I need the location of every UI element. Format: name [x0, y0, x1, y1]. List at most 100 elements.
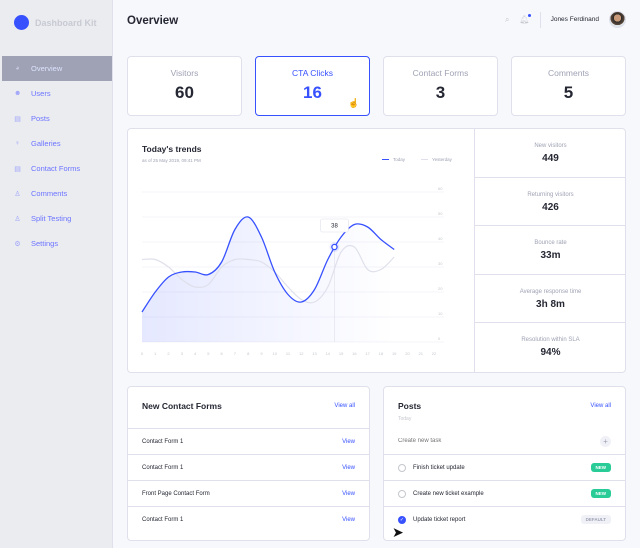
y-tick-label: 30: [438, 261, 443, 266]
sidebar-item-label: Overview: [31, 64, 63, 73]
stat-label: New visitors: [534, 143, 567, 149]
trend-stats: New visitors 449 Returning visitors 426 Bo…: [474, 129, 626, 372]
contact-forms-card: New Contact Forms View all Contact Form …: [127, 386, 370, 541]
stat-card-cta-clicks[interactable]: CTA Clicks 16 ☝: [255, 56, 370, 116]
y-tick-label: 10: [438, 311, 443, 316]
search-icon[interactable]: ⌕: [504, 14, 510, 24]
x-tick-label: 20: [405, 351, 410, 356]
task-row: ✓ Update ticket report DEFAULT: [384, 506, 625, 532]
sidebar-item-users[interactable]: ☻ Users: [2, 81, 112, 106]
stat-bounce-rate: Bounce rate 33m: [475, 226, 626, 275]
x-tick-label: 13: [312, 351, 317, 356]
view-link[interactable]: View: [342, 516, 355, 523]
x-tick-label: 5: [207, 351, 210, 356]
avatar[interactable]: [609, 11, 626, 28]
view-link[interactable]: View: [342, 438, 355, 445]
task-checkbox[interactable]: [398, 489, 406, 498]
line-today: [141, 216, 395, 313]
sidebar-item-label: Posts: [31, 114, 50, 123]
stat-card-contact-forms[interactable]: Contact Forms 3: [383, 56, 498, 116]
gear-icon: ⚙: [14, 240, 21, 248]
app-name: Dashboard Kit: [35, 17, 97, 28]
card-title: New Contact Forms: [142, 401, 222, 411]
sidebar-item-split-testing[interactable]: ♙ Split Testing: [2, 206, 112, 231]
view-link[interactable]: View: [342, 464, 355, 471]
task-checkbox-checked[interactable]: ✓: [398, 515, 406, 524]
y-tick-label: 0: [438, 336, 441, 341]
person-icon: ♙: [14, 215, 21, 223]
divider: [539, 11, 541, 28]
tooltip-box: [320, 218, 349, 233]
sidebar-item-galleries[interactable]: ♀ Galleries: [2, 131, 112, 156]
x-tick-label: 1: [154, 351, 157, 356]
sidebar-item-settings[interactable]: ⚙ Settings: [2, 231, 112, 256]
notification-dot: [527, 14, 531, 17]
stat-label: Comments: [547, 68, 590, 78]
lightbulb-icon: ♀: [14, 140, 21, 147]
bell-icon[interactable]: 🔔︎: [519, 14, 531, 24]
legend-yesterday: Yesterday: [421, 157, 452, 162]
add-task-button[interactable]: +: [600, 435, 611, 447]
stat-label: Average response time: [519, 288, 582, 295]
form-name: Contact Form 1: [142, 438, 184, 445]
sidebar-item-overview[interactable]: ◕ Overview: [2, 56, 112, 81]
stat-value: 426: [542, 201, 559, 213]
y-tick-label: 40: [438, 236, 443, 241]
user-name[interactable]: Jones Ferdinand: [550, 16, 599, 23]
sidebar-item-label: Settings: [31, 239, 59, 248]
task-name: Create new ticket example: [413, 490, 484, 497]
x-tick-label: 14: [326, 351, 331, 356]
x-tick-label: 11: [286, 351, 291, 356]
stat-resolution-sla: Resolution within SLA 94%: [475, 323, 626, 372]
task-row: Create new ticket example NEW: [384, 480, 625, 506]
sidebar-item-posts[interactable]: ▤ Posts: [2, 106, 112, 131]
card-subtitle: Today: [398, 416, 412, 422]
posts-card: Posts Today View all + Finish ticket upd…: [383, 386, 626, 541]
sidebar-item-comments[interactable]: ♙ Comments: [2, 181, 112, 206]
view-all-link[interactable]: View all: [334, 403, 355, 409]
stat-card-visitors[interactable]: Visitors 60: [127, 56, 242, 116]
view-link[interactable]: View: [342, 490, 355, 497]
stat-value: 16: [303, 83, 322, 102]
x-tick-label: 19: [392, 351, 397, 356]
list-item: Contact Form 1 View: [128, 428, 369, 454]
status-badge: NEW: [590, 463, 611, 472]
x-tick-label: 12: [299, 351, 304, 356]
legend-swatch: [382, 158, 389, 161]
stat-label: CTA Clicks: [292, 68, 333, 78]
document-icon: ▤: [14, 115, 21, 123]
sidebar-item-label: Galleries: [31, 139, 61, 148]
x-tick-label: 16: [352, 351, 357, 356]
y-tick-label: 50: [438, 211, 443, 216]
sidebar-item-contact-forms[interactable]: ▤ Contact Forms: [2, 156, 112, 181]
stat-value: 94%: [540, 347, 561, 359]
users-icon: ☻: [14, 90, 22, 97]
person-icon: ♙: [14, 190, 21, 198]
view-all-link[interactable]: View all: [590, 403, 611, 409]
form-name: Contact Form 1: [142, 464, 184, 471]
legend-label: Yesterday: [432, 157, 452, 162]
list-item: Front Page Contact Form View: [128, 480, 369, 506]
new-task-input[interactable]: [398, 438, 600, 444]
list-item: Contact Form 1 View: [128, 506, 369, 532]
stat-label: Bounce rate: [534, 240, 567, 247]
stat-value: 449: [542, 153, 559, 164]
x-tick-label: 8: [247, 351, 250, 356]
status-badge: DEFAULT: [580, 515, 611, 524]
legend-swatch: [421, 158, 428, 161]
x-tick-label: 9: [260, 351, 263, 356]
sidebar: Dashboard Kit ◕ Overview ☻ Users ▤ Posts ♀ G…: [0, 0, 113, 548]
stat-value: 33m: [540, 250, 561, 262]
list-item: Contact Form 1 View: [128, 454, 369, 480]
legend-label: Today: [393, 157, 406, 162]
logo[interactable]: Dashboard Kit: [14, 15, 97, 30]
form-name: Front Page Contact Form: [142, 490, 210, 497]
sidebar-item-label: Comments: [31, 189, 68, 198]
hover-point: [331, 243, 338, 251]
stat-value: 5: [563, 83, 574, 102]
stat-card-comments[interactable]: Comments 5: [511, 56, 626, 116]
task-checkbox[interactable]: [398, 463, 406, 472]
card-title: Posts: [398, 401, 422, 411]
x-tick-label: 22: [432, 351, 437, 356]
